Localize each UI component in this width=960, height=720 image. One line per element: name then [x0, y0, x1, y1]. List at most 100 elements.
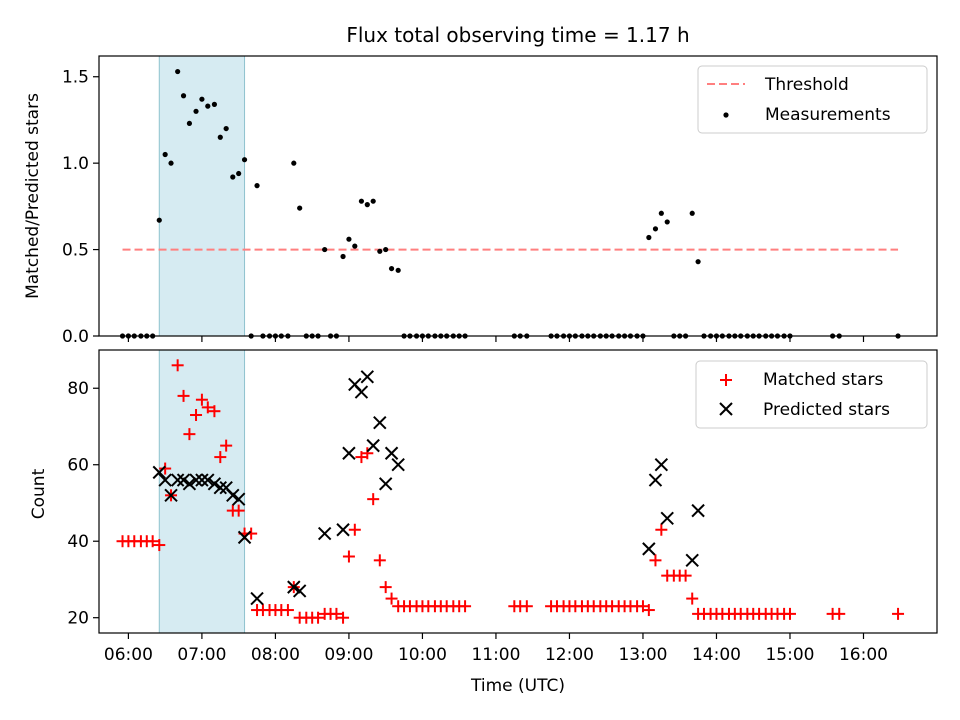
bottom-highlight-span: [158, 349, 246, 634]
measurement-point: [388, 265, 395, 272]
measurement-point: [186, 120, 193, 127]
top-ytick-label: 0.0: [62, 327, 89, 347]
top-ytick-label: 1.5: [62, 68, 89, 88]
xtick-label: 07:00: [177, 645, 226, 665]
legend-predicted-label: Predicted stars: [763, 400, 890, 420]
bottom-ytick-label: 60: [67, 456, 89, 476]
predicted-star-point: [201, 473, 215, 487]
predicted-star-point: [231, 492, 246, 506]
top-highlight-span: [158, 55, 246, 337]
measurement-point: [322, 246, 328, 253]
predicted-star-point: [317, 526, 332, 541]
predicted-star-point: [342, 446, 356, 460]
matched-star-point: [655, 523, 668, 536]
legend-matched-label: Matched stars: [763, 370, 883, 390]
xtick-label: 09:00: [324, 645, 373, 665]
measurement-point: [370, 198, 376, 204]
xtick-label: 13:00: [618, 645, 667, 665]
predicted-star-point: [207, 477, 222, 491]
bottom-ytick-label: 20: [67, 609, 89, 629]
predicted-star-point: [170, 473, 185, 487]
predicted-star-point: [182, 477, 197, 491]
predicted-star-point: [378, 477, 393, 491]
matched-star-point: [146, 535, 159, 548]
predicted-star-point: [226, 488, 240, 503]
matched-star-point: [649, 554, 662, 567]
xtick-label: 12:00: [545, 645, 594, 665]
predicted-star-point: [237, 530, 252, 545]
matched-star-point: [342, 550, 355, 563]
matched-star-point: [679, 569, 692, 582]
bottom-legend: Matched stars Predicted stars: [695, 360, 928, 429]
bottom-xlabel: Time (UTC): [470, 676, 565, 696]
predicted-star-point: [213, 480, 227, 495]
predicted-star-point: [685, 553, 699, 568]
xtick-label: 08:00: [251, 645, 300, 665]
bottom-ytick-label: 40: [67, 532, 89, 552]
matched-star-point: [348, 523, 361, 536]
legend-measurements-label: Measurements: [765, 105, 891, 125]
measurement-point: [180, 93, 187, 99]
xtick-label: 11:00: [471, 645, 520, 665]
matched-star-point: [783, 607, 796, 620]
top-ytick-label: 1.0: [62, 154, 89, 174]
matched-star-point: [337, 611, 350, 624]
measurement-point: [297, 205, 303, 211]
matched-star-point: [232, 504, 245, 517]
top-yaxis: 0.0 0.5 1.0 1.5: [62, 68, 99, 347]
measurement-point: [377, 248, 383, 254]
predicted-star-point: [654, 458, 669, 472]
predicted-star-point: [336, 523, 350, 537]
matched-star-point: [171, 359, 184, 372]
matched-star-point: [214, 451, 227, 464]
matched-star-point: [379, 581, 392, 594]
measurement-point: [162, 151, 168, 158]
bottom-yaxis: 20 40 60 80: [67, 379, 99, 629]
matched-star-point: [833, 607, 846, 620]
predicted-star-point: [189, 473, 203, 487]
predicted-star-point: [195, 473, 209, 487]
predicted-star-point: [152, 465, 166, 480]
measurement-point: [291, 160, 297, 166]
matched-star-point: [190, 409, 203, 422]
predicted-star-point: [691, 503, 705, 518]
bottom-legend-box: [695, 360, 928, 429]
top-ylabel: Matched/Predicted stars: [23, 93, 43, 299]
measurement-point: [658, 210, 664, 216]
xtick-label: 06:00: [104, 645, 153, 665]
xtick-label: 14:00: [692, 645, 741, 665]
measurement-point: [236, 170, 242, 177]
legend-threshold-label: Threshold: [764, 75, 849, 95]
predicted-star-point: [292, 584, 307, 598]
matched-star-point: [892, 607, 905, 620]
measurement-point: [646, 234, 652, 241]
bottom-points: [116, 359, 905, 624]
predicted-star-point: [648, 473, 663, 487]
measurement-point: [352, 243, 358, 249]
measurement-point: [223, 125, 229, 132]
matched-star-point: [686, 592, 699, 605]
measurement-point: [211, 101, 218, 107]
measurement-point: [364, 202, 370, 208]
measurement-point: [346, 236, 352, 242]
predicted-star-point: [176, 473, 191, 487]
matched-star-point: [208, 405, 221, 418]
matched-star-point: [361, 447, 374, 460]
measurement-point: [254, 183, 260, 189]
top-legend: Threshold Measurements: [697, 65, 928, 134]
bottom-ytick-label: 80: [67, 379, 89, 399]
predicted-star-point: [391, 458, 405, 472]
matched-star-point: [159, 462, 172, 475]
matched-star-point: [520, 600, 533, 613]
predicted-star-point: [660, 511, 674, 525]
bottom-plot: 20 40 60 80 06:00 07:00 08:00 09:00 10:00 11:00 1…: [29, 349, 938, 696]
measurement-point: [193, 108, 199, 114]
matched-star-point: [642, 604, 655, 617]
matched-star-point: [330, 607, 343, 620]
predicted-star-point: [642, 542, 656, 556]
measurement-point: [340, 253, 346, 260]
top-xticks: [127, 336, 865, 342]
measurement-point: [241, 157, 248, 163]
top-ytick-label: 0.5: [62, 241, 89, 261]
